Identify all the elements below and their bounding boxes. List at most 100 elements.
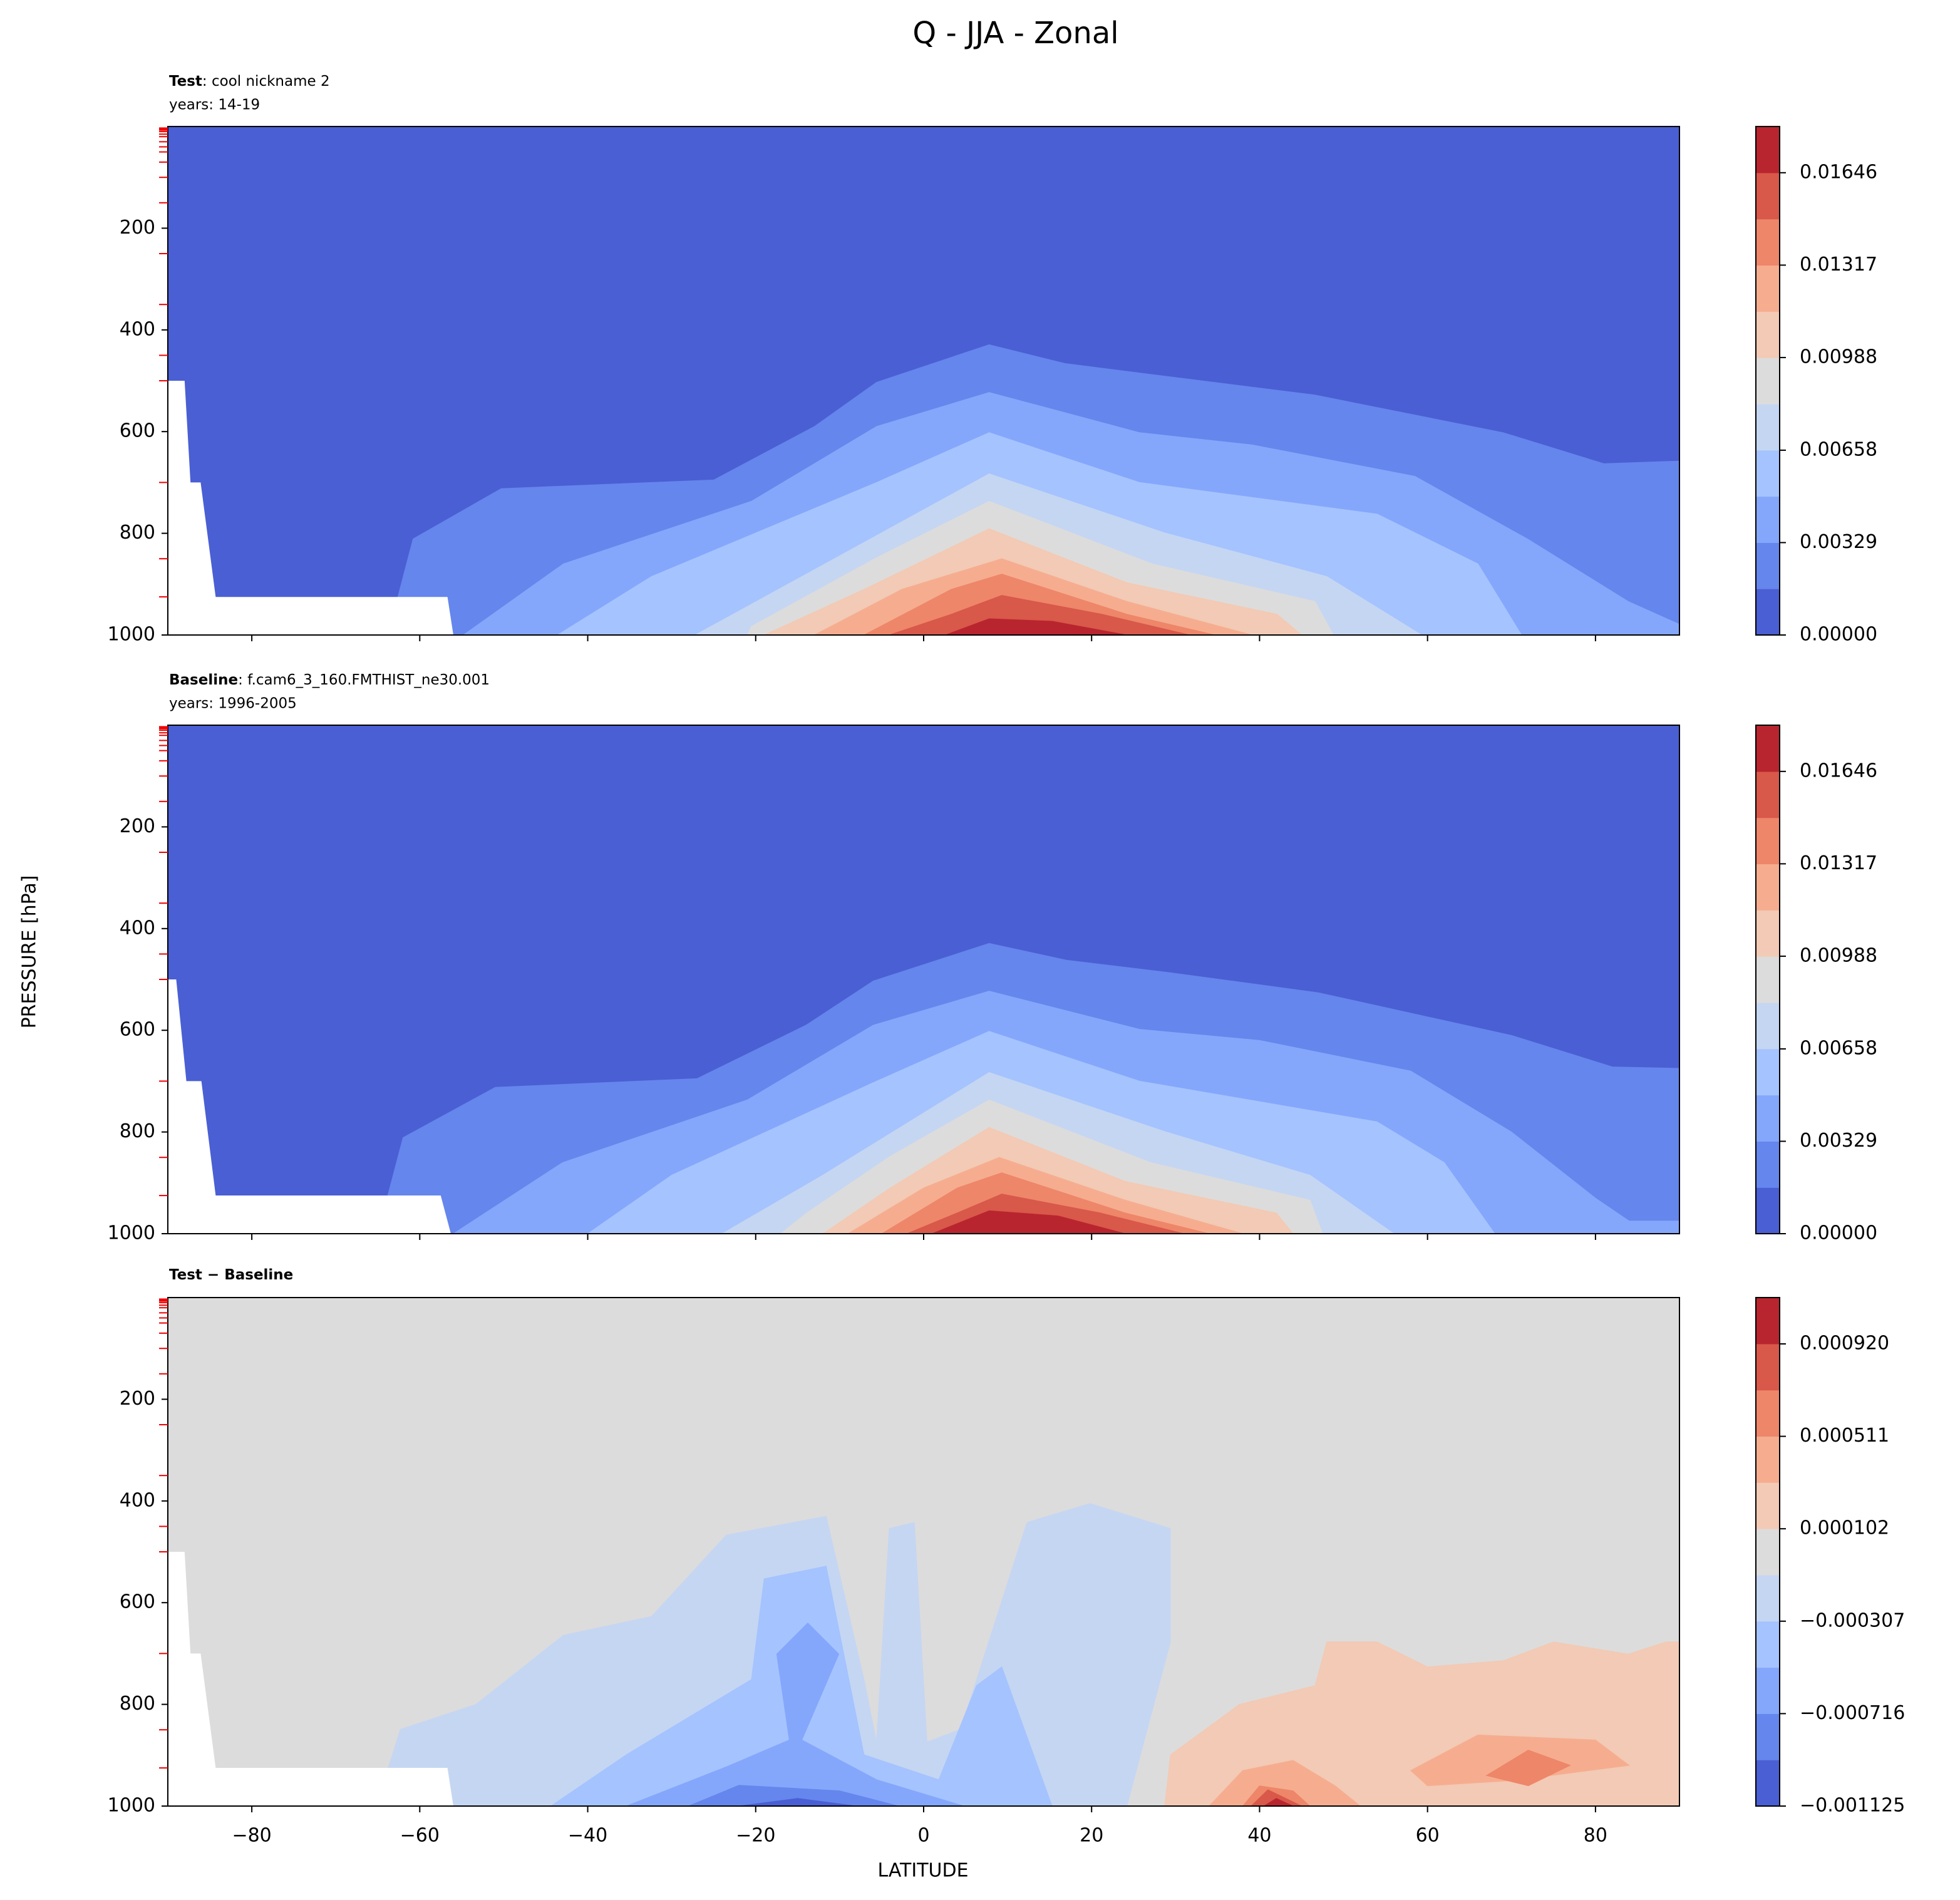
colorbar-band: [1756, 1760, 1780, 1807]
missing-region: [168, 979, 451, 1234]
colorbar-band: [1756, 172, 1780, 220]
y-tick-label: 400: [120, 318, 155, 340]
colorbar-band: [1756, 1574, 1780, 1622]
y-tick-label: 200: [120, 217, 155, 239]
x-tick-label: −80: [232, 1825, 271, 1847]
colorbar-band: [1756, 1667, 1780, 1714]
colorbar-band: [1756, 1436, 1780, 1483]
x-tick-label: −40: [568, 1825, 607, 1847]
x-tick-label: 60: [1416, 1825, 1440, 1847]
colorbar-tick-label: 0.000102: [1800, 1517, 1889, 1539]
colorbar-tick-label: 0.00988: [1800, 944, 1877, 966]
colorbar-band: [1756, 1529, 1780, 1576]
y-tick-label: 800: [120, 1693, 155, 1715]
colorbar-tick-label: 0.00329: [1800, 531, 1877, 553]
colorbar-band: [1756, 910, 1780, 957]
y-tick-label: 800: [120, 522, 155, 544]
colorbar-band: [1756, 403, 1780, 451]
colorbar-band: [1756, 1002, 1780, 1050]
colorbar-frame: [1755, 1297, 1780, 1807]
y-tick-label: 600: [120, 420, 155, 442]
colorbar-tick-label: 0.00658: [1800, 1037, 1877, 1059]
y-tick-label: 800: [120, 1120, 155, 1142]
y-tick-label: 200: [120, 1388, 155, 1410]
colorbar-tick-label: −0.000307: [1800, 1609, 1905, 1631]
x-axis-label: LATITUDE: [877, 1860, 968, 1882]
colorbar-band: [1756, 1343, 1780, 1391]
colorbar-band: [1756, 126, 1780, 173]
contour-fill: [1209, 1760, 1361, 1806]
y-axis-label: PRESSURE [hPa]: [19, 875, 41, 1029]
plot-area: [168, 725, 1679, 1234]
panel-years: years: 14-19: [169, 97, 260, 113]
contour-fill: [1263, 1798, 1294, 1806]
colorbar-tick-label: 0.00000: [1800, 624, 1877, 646]
colorbar-band: [1756, 1390, 1780, 1437]
missing-region: [168, 1552, 453, 1806]
colorbar-band: [1756, 265, 1780, 312]
colorbar-band: [1756, 219, 1780, 266]
y-tick-label: 600: [120, 1019, 155, 1041]
panel-title-bold: Baseline: [169, 672, 238, 688]
colorbar-tick-label: 0.00988: [1800, 346, 1877, 368]
colorbar-band: [1756, 311, 1780, 358]
y-tick-label: 400: [120, 917, 155, 939]
colorbar-tick-label: 0.01317: [1800, 254, 1877, 276]
x-tick-label: 20: [1080, 1825, 1103, 1847]
x-tick-label: −20: [736, 1825, 775, 1847]
colorbar-band: [1756, 1713, 1780, 1760]
panel-title: Baseline: f.cam6_3_160.FMTHIST_ne30.001: [169, 672, 490, 688]
colorbar-tick-label: 0.00658: [1800, 438, 1877, 460]
panel-title-bold: Test: [169, 73, 202, 90]
panel-subtitle: : cool nickname 2: [202, 73, 330, 90]
colorbar-tick-label: −0.001125: [1800, 1795, 1905, 1817]
colorbar-tick-label: 0.01646: [1800, 161, 1877, 183]
y-tick-label: 1000: [108, 624, 155, 646]
colorbar-tick-label: 0.00329: [1800, 1130, 1877, 1152]
colorbar-tick-label: 0.00000: [1800, 1222, 1877, 1244]
contour-fill: [889, 595, 1190, 635]
colorbar-band: [1756, 725, 1780, 772]
x-tick-label: 40: [1247, 1825, 1271, 1847]
panel-years: years: 1996-2005: [169, 696, 297, 712]
colorbar-frame: [1755, 126, 1780, 636]
x-tick-label: −60: [400, 1825, 440, 1847]
colorbar-tick-label: 0.01646: [1800, 760, 1877, 782]
plot-area: [168, 1298, 1679, 1806]
contour-fill: [1251, 1789, 1302, 1806]
panel-title: Test − Baseline: [169, 1267, 293, 1283]
colorbar-band: [1756, 542, 1780, 589]
colorbar-band: [1756, 589, 1780, 636]
colorbar-band: [1756, 450, 1780, 497]
colorbar-band: [1756, 1048, 1780, 1096]
colorbar-frame: [1755, 725, 1780, 1234]
colorbar-band: [1756, 496, 1780, 543]
contour-fill: [626, 1622, 964, 1806]
y-tick-label: 1000: [108, 1222, 155, 1244]
x-tick-label: 80: [1584, 1825, 1607, 1847]
colorbar-band: [1756, 864, 1780, 911]
contour-fill: [945, 618, 1127, 635]
contour-fill: [1485, 1750, 1571, 1787]
colorbar-band: [1756, 1482, 1780, 1529]
colorbar-tick-label: 0.000920: [1800, 1332, 1889, 1354]
y-tick-label: 200: [120, 815, 155, 837]
colorbar-band: [1756, 1187, 1780, 1234]
colorbar-band: [1756, 771, 1780, 818]
plot-area: [168, 126, 1679, 635]
panel-title-bold: Test − Baseline: [169, 1267, 293, 1283]
contour-fill: [688, 1785, 899, 1806]
x-tick-label: 0: [917, 1825, 929, 1847]
panel-subtitle: : f.cam6_3_160.FMTHIST_ne30.001: [238, 672, 490, 688]
chart-title: Q - JJA - Zonal: [912, 16, 1118, 51]
y-tick-label: 600: [120, 1591, 155, 1613]
y-tick-label: 1000: [108, 1795, 155, 1817]
colorbar-tick-label: 0.000511: [1800, 1425, 1889, 1447]
missing-region: [168, 381, 453, 635]
colorbar-band: [1756, 358, 1780, 405]
colorbar-band: [1756, 1621, 1780, 1668]
colorbar-tick-label: 0.01317: [1800, 852, 1877, 874]
colorbar-band: [1756, 817, 1780, 865]
colorbar-tick-label: −0.000716: [1800, 1702, 1905, 1724]
